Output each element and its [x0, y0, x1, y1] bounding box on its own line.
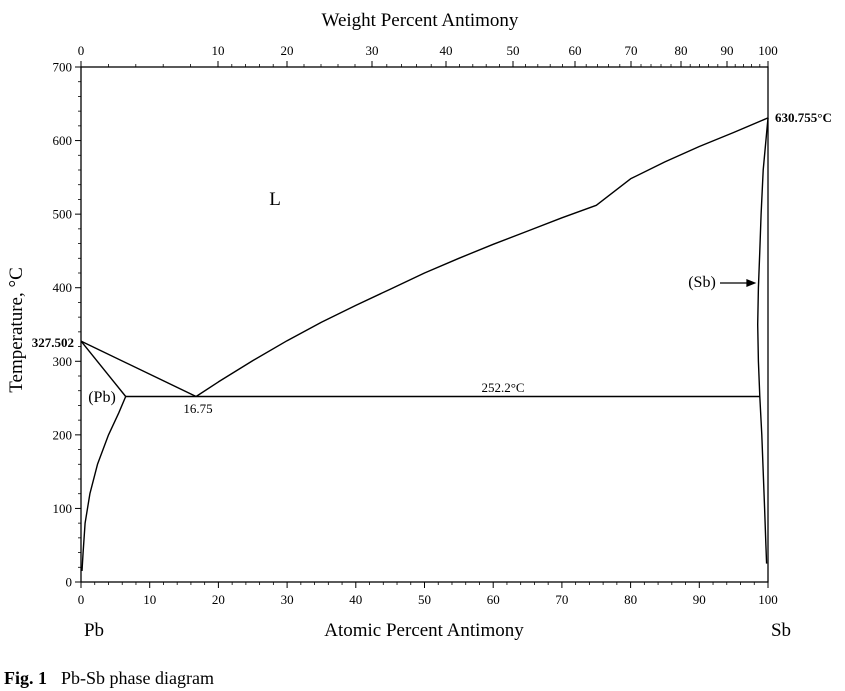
top-tick-label: 60: [569, 43, 582, 58]
eutectic-temperature-label: 252.2°C: [481, 380, 524, 395]
sb-melting-point-label: 630.755°C: [775, 110, 832, 125]
solidus-sb-side-curve: [757, 117, 769, 397]
x-tick-label: 20: [212, 592, 225, 607]
top-tick-label: 100: [758, 43, 778, 58]
liquidus-sb-side-curve: [195, 117, 769, 398]
x-tick-label: 100: [758, 592, 778, 607]
eutectic-composition-label: 16.75: [183, 401, 212, 416]
x-tick-label: 40: [349, 592, 362, 607]
x-tick-label: 60: [487, 592, 500, 607]
y-tick-label: 600: [53, 133, 73, 148]
y-tick-label: 400: [53, 280, 73, 295]
x-tick-label: 10: [143, 592, 156, 607]
x-tick-label: 50: [418, 592, 431, 607]
top-tick-label: 90: [721, 43, 734, 58]
element-label-pb: Pb: [84, 620, 104, 641]
top-tick-label: 30: [366, 43, 379, 58]
x-axis-title: Atomic Percent Antimony: [324, 620, 524, 641]
sb-phase-pointer-arrowhead: [746, 279, 757, 287]
x-tick-label: 80: [624, 592, 637, 607]
top-tick-label: 70: [625, 43, 638, 58]
phase-label-sb-solid: (Sb): [688, 274, 716, 291]
label-layer: Weight Percent Antimony Atomic Percent A…: [6, 10, 832, 641]
x-tick-label: 90: [693, 592, 706, 607]
solvus-pb-side-curve: [81, 396, 127, 572]
y-tick-label: 0: [66, 575, 73, 590]
phase-label-pb-solid: (Pb): [88, 389, 116, 406]
caption-text: Pb-Sb phase diagram: [61, 668, 214, 688]
top-tick-label: 20: [281, 43, 294, 58]
plot-frame-layer: [80, 66, 769, 583]
figure-caption: Fig. 1 Pb-Sb phase diagram: [4, 668, 214, 689]
y-tick-label: 200: [53, 427, 73, 442]
phase-diagram-chart: 0 10 20 30 40 50 60 70 80 90 100 0 10 20 30 40 50 60 70 80 9…: [6, 10, 832, 641]
y-tick-label: 300: [53, 354, 73, 369]
solidus-pb-side-line: [80, 340, 127, 397]
solvus-sb-side-curve: [759, 396, 768, 564]
top-tick-label: 0: [78, 43, 85, 58]
y-tick-label: 700: [53, 60, 73, 75]
top-tick-label: 40: [440, 43, 453, 58]
x-tick-label: 70: [555, 592, 568, 607]
x-tick-label: 0: [78, 592, 85, 607]
phase-boundary-layer: [80, 117, 769, 572]
top-axis-title: Weight Percent Antimony: [322, 10, 519, 31]
element-label-sb: Sb: [771, 620, 791, 641]
y-tick-label: 500: [53, 207, 73, 222]
pb-melting-point-label: 327.502: [32, 335, 74, 350]
tick-layer: 0 10 20 30 40 50 60 70 80 90 100 0 10 20 30 40 50 60 70 80 9…: [53, 43, 778, 607]
y-tick-label: 100: [53, 501, 73, 516]
phase-label-liquid: L: [269, 189, 281, 210]
liquidus-pb-side-line: [80, 340, 197, 398]
x-tick-label: 30: [281, 592, 294, 607]
top-tick-label: 50: [507, 43, 520, 58]
top-tick-label: 10: [212, 43, 225, 58]
top-tick-label: 80: [675, 43, 688, 58]
y-axis-title: Temperature, °C: [6, 267, 27, 393]
plot-frame: [80, 66, 769, 583]
caption-figure-number: Fig. 1: [4, 668, 47, 688]
